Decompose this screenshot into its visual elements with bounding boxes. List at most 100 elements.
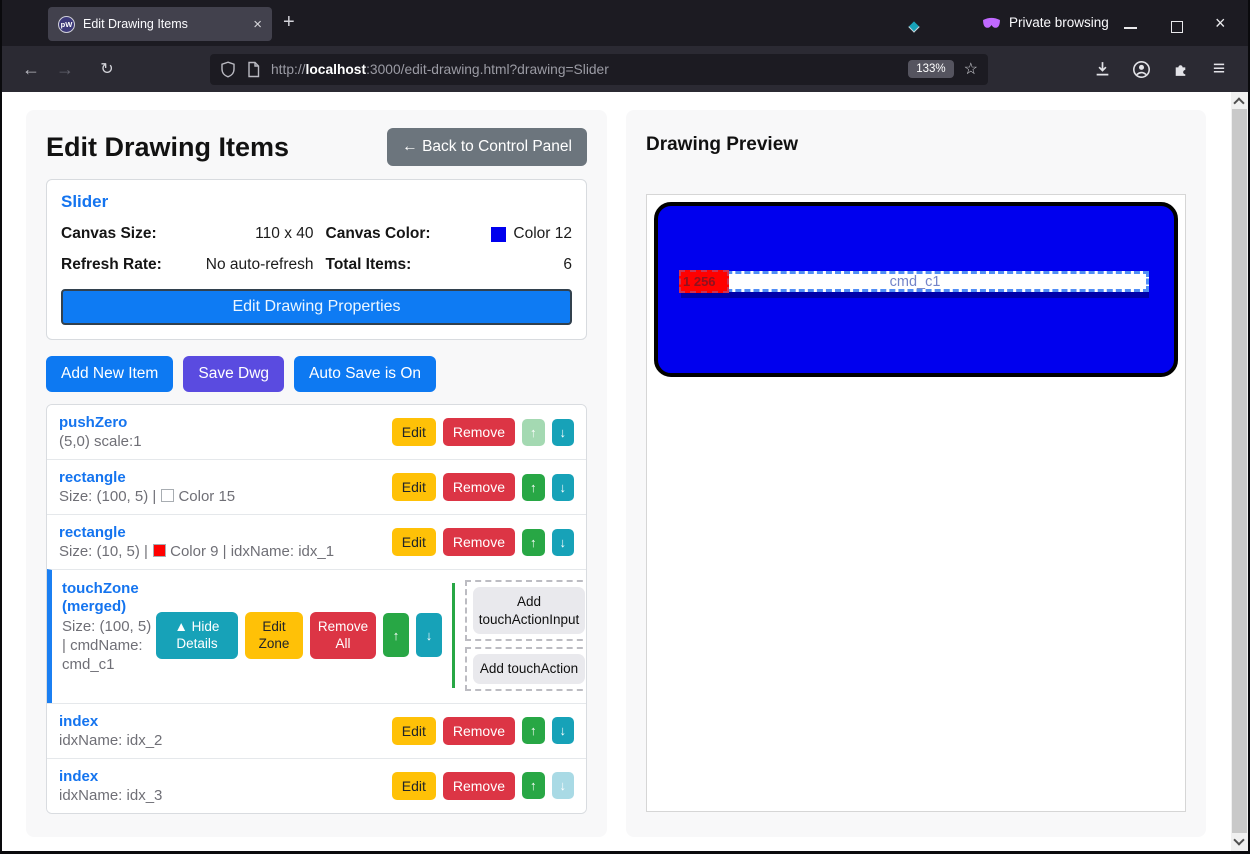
touch-zone-selection[interactable]: cmd_c1 — [681, 271, 1149, 292]
edit-button[interactable]: Edit — [391, 418, 436, 446]
private-browsing-mask-icon — [983, 17, 1000, 28]
back-to-control-panel-button[interactable]: ← Back to Control Panel — [387, 128, 587, 166]
page-info-icon[interactable] — [246, 61, 261, 78]
item-detail-suffix: Color 9 | idxName: idx_1 — [170, 543, 335, 560]
close-tab-icon[interactable]: × — [253, 15, 262, 33]
move-down-button[interactable]: ↓ — [416, 613, 442, 658]
list-item-rectangle: rectangle Size: (10, 5) | Color 9 | idxN… — [47, 514, 586, 569]
items-list: pushZero (5,0) scale:1 Edit Remove ↑ ↓ r… — [46, 404, 587, 814]
touch-action-buttons: Add touchActionInput Add touchAction — [465, 580, 586, 691]
edit-zone-button[interactable]: Edit Zone — [245, 611, 303, 659]
move-up-button[interactable]: ↑ — [383, 613, 409, 658]
touchzone-divider — [452, 583, 455, 688]
move-down-button[interactable]: ↓ — [551, 528, 574, 556]
item-actions: Edit Remove ↑ ↓ — [391, 473, 574, 501]
item-type-label: rectangle — [59, 469, 126, 486]
private-browsing-label: Private browsing — [1009, 15, 1109, 30]
item-text: touchZone (merged) Size: (100, 5) | cmdNa… — [62, 580, 152, 691]
list-item-rectangle: rectangle Size: (100, 5) | Color 15 Edit… — [47, 459, 586, 514]
zoom-level-badge[interactable]: 133% — [908, 60, 954, 78]
color-swatch — [161, 489, 175, 502]
item-detail-prefix: Size: (100, 5) | — [59, 488, 161, 505]
add-new-item-button[interactable]: Add New Item — [46, 356, 174, 392]
item-detail: idxName: idx_2 — [59, 731, 163, 749]
remove-button[interactable]: Remove — [442, 528, 515, 556]
reload-button[interactable]: ↻ — [100, 61, 114, 78]
remove-all-button[interactable]: Remove All — [310, 611, 376, 659]
scroll-up-button[interactable] — [1233, 97, 1245, 109]
browser-tab[interactable]: pW Edit Drawing Items × — [48, 7, 272, 41]
favicon: pW — [58, 15, 75, 33]
vertical-scrollbar[interactable] — [1231, 92, 1248, 851]
move-up-button[interactable]: ↑ — [522, 418, 545, 446]
edit-button[interactable]: Edit — [391, 473, 436, 501]
add-touch-action-button[interactable]: Add touchAction — [473, 654, 585, 684]
move-up-button[interactable]: ↑ — [522, 772, 545, 800]
item-type-label: index — [59, 712, 99, 730]
auto-save-toggle-button[interactable]: Auto Save is On — [294, 356, 437, 392]
downloads-icon[interactable] — [1087, 54, 1117, 84]
hide-details-button[interactable]: ▲ Hide Details — [156, 611, 238, 659]
panel-header: Edit Drawing Items ← Back to Control Pan… — [46, 128, 587, 166]
edit-drawing-properties-button[interactable]: Edit Drawing Properties — [61, 289, 572, 325]
list-tabs-chevron-icon[interactable] — [908, 18, 920, 36]
item-actions: Edit Remove ↑ ↓ — [391, 771, 574, 800]
add-touch-action-input-button[interactable]: Add touchActionInput — [473, 587, 585, 635]
menu-icon[interactable]: ≡ — [1212, 57, 1226, 80]
index-marker[interactable]: 1 256 — [679, 270, 729, 293]
item-text: rectangle Size: (100, 5) | Color 15 — [59, 469, 235, 505]
item-type-label: touchZone (merged) — [62, 580, 152, 616]
canvas-size-value: 110 x 40 — [255, 225, 314, 242]
zone-label: cmd_c1 — [889, 273, 941, 290]
remove-button[interactable]: Remove — [442, 473, 515, 501]
drawing-canvas[interactable]: 1 256 cmd_c1 — [654, 202, 1178, 377]
refresh-rate-label: Refresh Rate: — [61, 256, 162, 273]
item-actions: ▲ Hide Details Edit Zone Remove All ↑ ↓ — [156, 580, 442, 691]
item-type-label: rectangle — [59, 524, 126, 541]
edit-button[interactable]: Edit — [391, 716, 436, 745]
item-actions: Edit Remove ↑ ↓ — [391, 528, 574, 556]
add-touch-action-container: Add touchAction — [465, 647, 586, 691]
url-bar[interactable]: http://localhost:3000/edit-drawing.html?… — [210, 53, 988, 85]
move-up-button[interactable]: ↑ — [522, 528, 545, 556]
nav-forward-button[interactable]: → — [56, 58, 74, 79]
tracking-shield-icon[interactable] — [220, 60, 236, 78]
item-actions: Edit Remove ↑ ↓ — [391, 418, 574, 446]
minimize-button[interactable] — [1124, 27, 1137, 29]
new-tab-button[interactable]: + — [283, 11, 295, 33]
scroll-down-button[interactable] — [1233, 834, 1245, 846]
remove-button[interactable]: Remove — [442, 418, 515, 446]
url-path: :3000/edit-drawing.html?drawing=Slider — [366, 61, 609, 77]
canvas-size-label: Canvas Size: — [61, 225, 157, 242]
move-up-button[interactable]: ↑ — [522, 717, 545, 745]
remove-button[interactable]: Remove — [442, 771, 515, 800]
nav-back-button[interactable]: ← — [22, 58, 40, 79]
move-down-button[interactable]: ↓ — [551, 772, 574, 800]
bookmark-star-icon[interactable]: ☆ — [963, 61, 978, 78]
account-icon[interactable] — [1126, 54, 1156, 84]
page-content: Edit Drawing Items ← Back to Control Pan… — [2, 92, 1248, 851]
preview-box: 1 256 cmd_c1 — [646, 194, 1186, 812]
list-item-touchzone: touchZone (merged) Size: (100, 5) | cmdNa… — [47, 569, 586, 703]
close-window-button[interactable]: × — [1215, 13, 1226, 33]
maximize-button[interactable] — [1171, 21, 1183, 33]
remove-button[interactable]: Remove — [442, 716, 515, 745]
edit-button[interactable]: Edit — [391, 528, 436, 556]
list-item-index: index idxName: idx_2 Edit Remove ↑ ↓ — [47, 702, 586, 758]
move-up-button[interactable]: ↑ — [522, 473, 545, 501]
move-down-button[interactable]: ↓ — [551, 717, 574, 745]
tab-title: Edit Drawing Items — [83, 17, 188, 31]
drawing-name: Slider — [61, 192, 109, 211]
move-down-button[interactable]: ↓ — [551, 473, 574, 501]
item-detail-prefix: Size: (10, 5) | — [59, 543, 153, 560]
url-text[interactable]: http://localhost:3000/edit-drawing.html?… — [271, 62, 908, 77]
move-down-button[interactable]: ↓ — [551, 418, 574, 446]
extensions-icon[interactable] — [1165, 54, 1195, 84]
scrollbar-thumb[interactable] — [1232, 109, 1247, 833]
url-scheme: http:// — [271, 61, 306, 77]
item-detail: (5,0) scale:1 — [59, 433, 142, 450]
color-swatch — [153, 544, 167, 557]
save-dwg-button[interactable]: Save Dwg — [183, 356, 285, 392]
edit-button[interactable]: Edit — [391, 771, 436, 800]
